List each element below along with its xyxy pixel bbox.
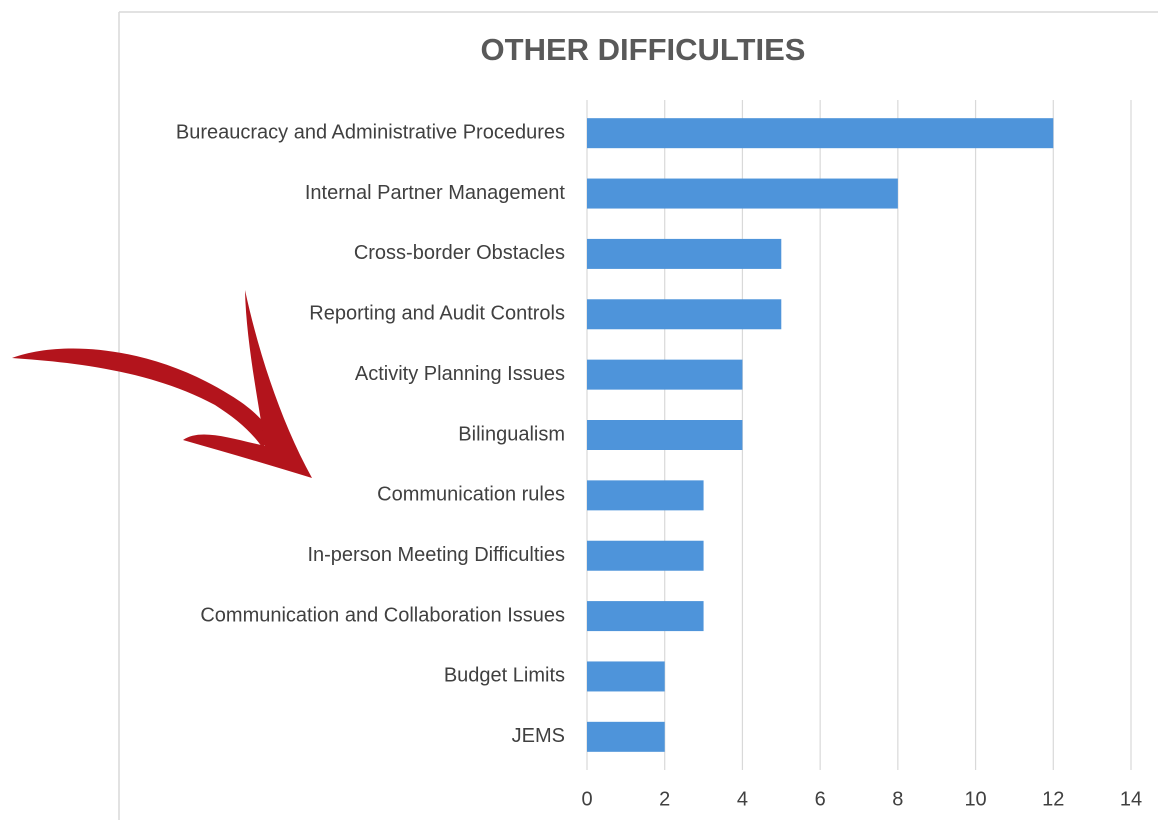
- y-tick-label: Communication and Collaboration Issues: [200, 604, 565, 626]
- bar: [587, 239, 781, 269]
- plot-area: 0 2 4 6 8 10 12 14 Bureaucracy and Administrativ…: [176, 100, 1142, 810]
- chart-title: OTHER DIFFICULTIES: [481, 32, 806, 67]
- bar: [587, 722, 665, 752]
- bar: [587, 360, 742, 390]
- y-tick-label: Internal Partner Management: [305, 182, 566, 204]
- bar: [587, 661, 665, 691]
- bar: [587, 601, 704, 631]
- x-tick-label: 10: [964, 788, 986, 810]
- x-tick-label: 8: [892, 788, 903, 810]
- x-tick-label: 14: [1120, 788, 1142, 810]
- y-tick-label: Reporting and Audit Controls: [309, 303, 565, 325]
- arrow-shaft: [12, 348, 275, 447]
- y-tick-label: Activity Planning Issues: [355, 363, 565, 385]
- x-tick-label: 2: [659, 788, 670, 810]
- y-tick-label: Bureaucracy and Administrative Procedure…: [176, 121, 565, 143]
- y-tick-label: Bilingualism: [458, 423, 565, 445]
- x-tick-label: 12: [1042, 788, 1064, 810]
- bar: [587, 179, 898, 209]
- y-tick-label: Communication rules: [377, 484, 565, 506]
- x-tick-label: 0: [581, 788, 592, 810]
- arrow-annotation: [12, 290, 312, 478]
- chart: OTHER DIFFICULTIES 0 2 4 6 8 10 12 14 Bureaucrac…: [0, 0, 1158, 820]
- y-tick-label: Budget Limits: [444, 665, 565, 687]
- page: OTHER DIFFICULTIES 0 2 4 6 8 10 12 14 Bureaucrac…: [0, 0, 1158, 820]
- bar: [587, 420, 742, 450]
- bar: [587, 480, 704, 510]
- y-tick-label: Cross-border Obstacles: [354, 242, 565, 264]
- y-tick-label: JEMS: [512, 725, 565, 747]
- bar: [587, 299, 781, 329]
- y-tick-label: In-person Meeting Difficulties: [307, 544, 565, 566]
- x-tick-label: 4: [737, 788, 748, 810]
- bar: [587, 118, 1053, 148]
- bar: [587, 541, 704, 571]
- x-tick-label: 6: [815, 788, 826, 810]
